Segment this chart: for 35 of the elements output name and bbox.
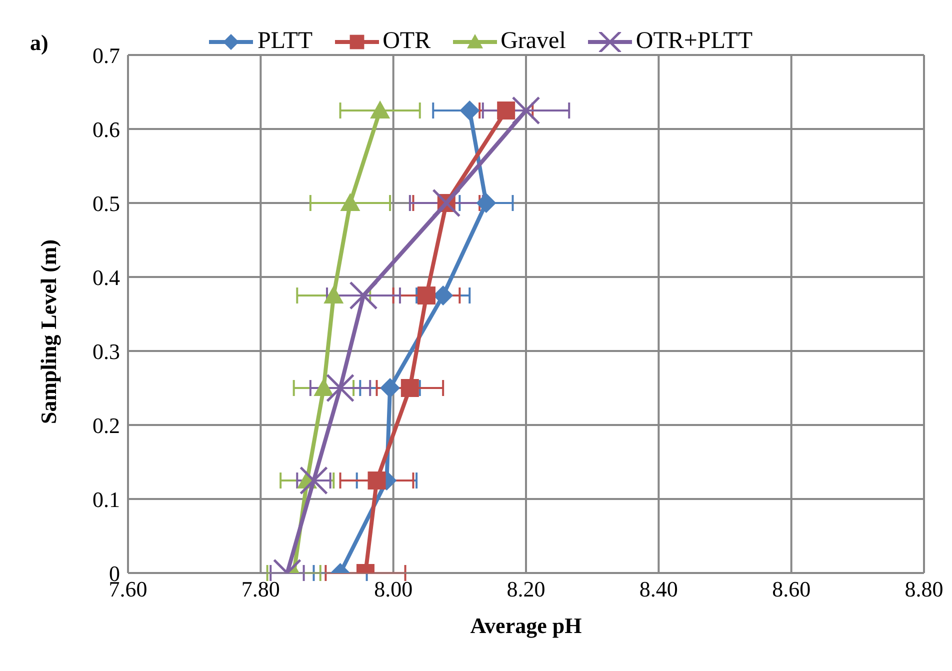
- x-tick-label: 8.60: [772, 576, 811, 602]
- legend-label: OTR+PLTT: [634, 28, 753, 55]
- point: [368, 472, 386, 490]
- y-axis-title: Sampling Level (m): [36, 239, 61, 424]
- point: [476, 193, 496, 213]
- x-tick-label: 7.80: [241, 576, 280, 602]
- y-tick-label: 0.6: [92, 116, 120, 142]
- legend-label: OTR: [382, 28, 431, 55]
- x-tick-label: 8.20: [506, 576, 546, 602]
- text: a): [30, 30, 48, 56]
- point: [497, 102, 516, 120]
- point: [418, 286, 436, 304]
- y-tick-label: 0.5: [92, 190, 120, 216]
- x-axis-title: Average pH: [470, 613, 582, 638]
- point: [349, 281, 378, 310]
- x-tick-label: 8.80: [904, 576, 944, 602]
- legend-label: PLTT: [256, 28, 313, 55]
- x-tick-label: 8.00: [374, 576, 413, 602]
- point: [380, 378, 400, 398]
- x-tick-label: 8.40: [639, 576, 678, 602]
- y-tick-label: 0.7: [92, 42, 120, 68]
- point: [299, 466, 328, 495]
- point: [370, 100, 390, 118]
- point: [340, 193, 360, 211]
- point: [512, 96, 540, 125]
- point: [326, 374, 355, 402]
- y-tick-label: 0.4: [92, 264, 120, 290]
- point: [400, 379, 419, 397]
- legend-label: Gravel: [500, 28, 566, 55]
- point: [460, 100, 480, 120]
- y-tick-label: 0.1: [92, 486, 120, 512]
- point: [324, 286, 344, 304]
- y-tick-label: 0.2: [92, 412, 120, 438]
- y-tick-label: 0.3: [92, 338, 120, 364]
- point: [314, 378, 334, 396]
